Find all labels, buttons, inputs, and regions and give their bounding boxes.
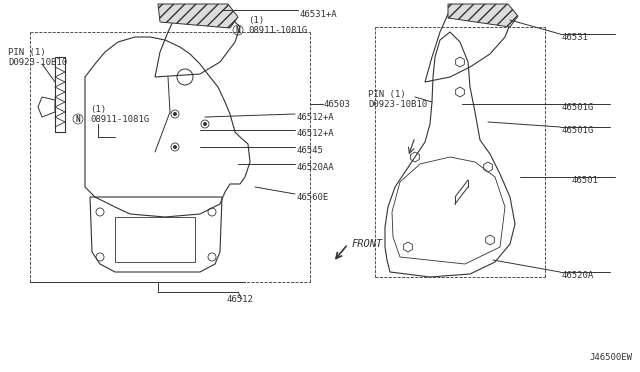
Text: N: N xyxy=(236,26,240,35)
Circle shape xyxy=(173,145,177,149)
Circle shape xyxy=(203,122,207,126)
Text: 08911-1081G: 08911-1081G xyxy=(90,115,149,124)
Text: D0923-10B10: D0923-10B10 xyxy=(8,58,67,67)
Text: (1): (1) xyxy=(248,16,264,25)
Text: 46512: 46512 xyxy=(227,295,253,304)
Text: PIN (1): PIN (1) xyxy=(368,90,406,99)
Polygon shape xyxy=(448,4,518,27)
Text: 46501G: 46501G xyxy=(562,125,595,135)
Text: N: N xyxy=(76,115,80,124)
Circle shape xyxy=(173,112,177,116)
Text: 46503: 46503 xyxy=(324,99,351,109)
Text: 46531: 46531 xyxy=(562,32,589,42)
Text: J46500EW: J46500EW xyxy=(589,353,632,362)
Polygon shape xyxy=(158,4,238,28)
Text: 46501G: 46501G xyxy=(562,103,595,112)
Text: 46501: 46501 xyxy=(572,176,599,185)
Text: 08911-1081G: 08911-1081G xyxy=(248,26,307,35)
Text: 46545: 46545 xyxy=(297,145,324,154)
Text: D0923-10B10: D0923-10B10 xyxy=(368,99,427,109)
Text: 46512+A: 46512+A xyxy=(297,128,335,138)
Text: 46520A: 46520A xyxy=(562,270,595,279)
Bar xyxy=(115,217,195,262)
Text: FRONT: FRONT xyxy=(352,239,383,249)
Text: 46520AA: 46520AA xyxy=(297,163,335,171)
Text: (1): (1) xyxy=(90,105,106,113)
Text: PIN (1): PIN (1) xyxy=(8,48,45,57)
Text: 46560E: 46560E xyxy=(297,192,329,202)
Text: 46512+A: 46512+A xyxy=(297,112,335,122)
Text: 46531+A: 46531+A xyxy=(300,10,338,19)
